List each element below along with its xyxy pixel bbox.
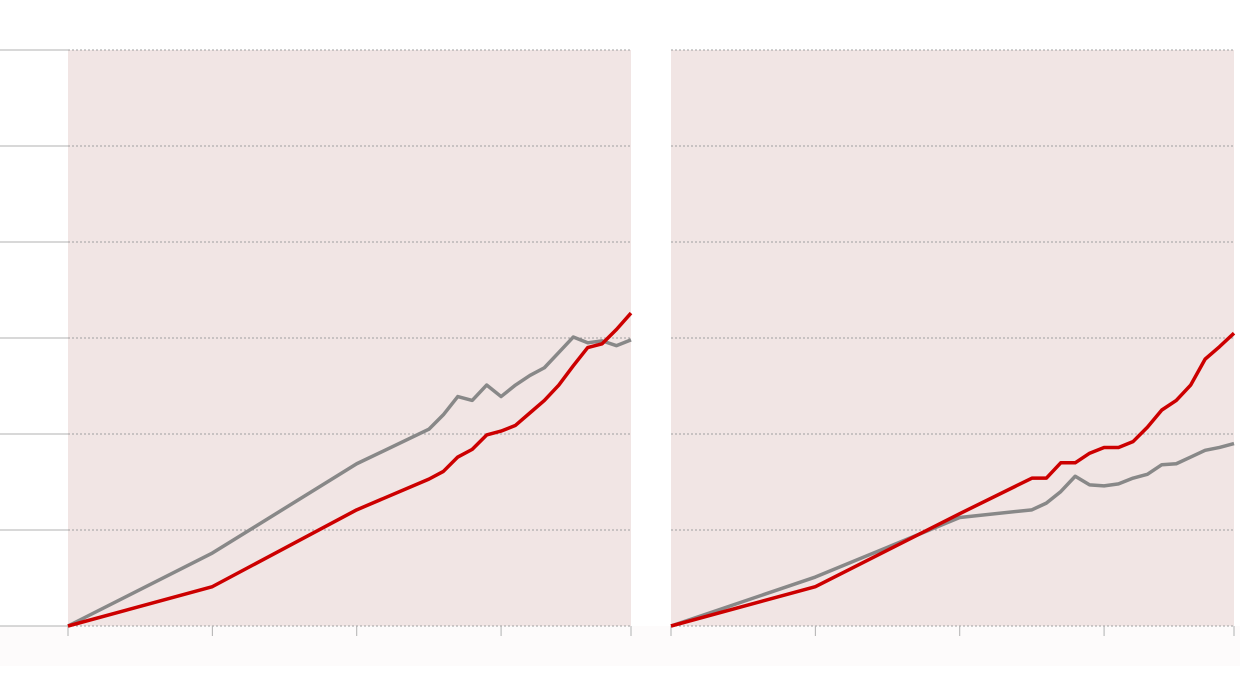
series-line (670, 441, 1235, 628)
footer-band (0, 626, 1240, 666)
series-line (67, 335, 632, 628)
series-line (670, 331, 1236, 628)
series-line (67, 311, 633, 628)
